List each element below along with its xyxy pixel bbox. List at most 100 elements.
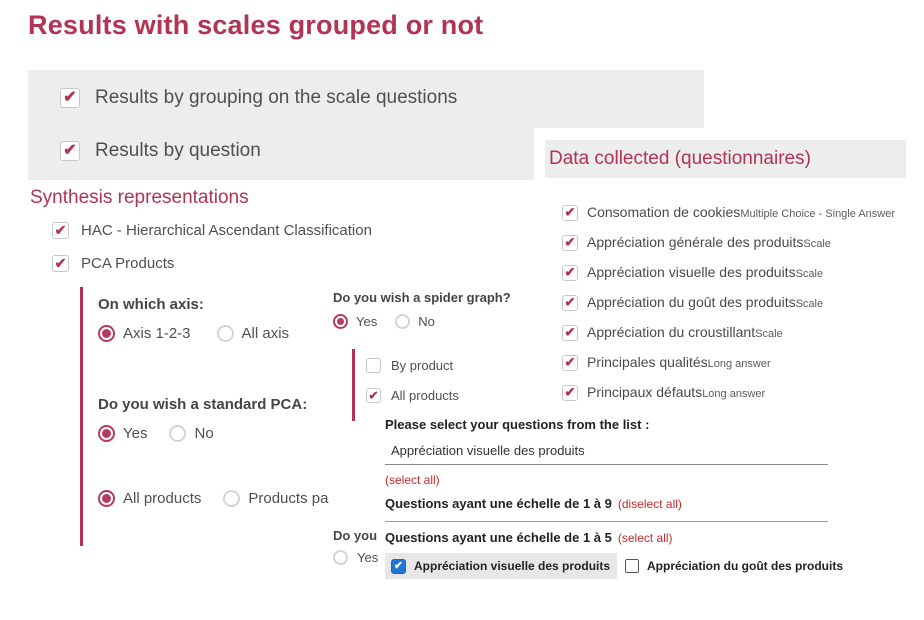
question-text: Appréciation du goût des produitsScale: [587, 294, 823, 312]
option-label: PCA Products: [81, 255, 175, 272]
group-divider: [385, 521, 828, 522]
question-type: Multiple Choice - Single Answer: [740, 208, 895, 220]
radio-products-panel[interactable]: Products pa: [223, 490, 328, 507]
top-options-panel: [28, 70, 704, 128]
radio-pca-no[interactable]: No: [169, 425, 214, 442]
radio-label: All axis: [241, 325, 290, 342]
radio-icon[interactable]: [98, 490, 115, 507]
checkbox-icon[interactable]: [562, 205, 578, 221]
select-all-link-2[interactable]: (select all): [617, 531, 673, 545]
spider-radio-group: Yes No: [333, 314, 435, 329]
checkbox-icon[interactable]: [562, 385, 578, 401]
question-type: Long answer: [702, 388, 766, 400]
question-list-item[interactable]: Principales qualitésLong answer: [562, 354, 771, 372]
question-text: Principales qualitésLong answer: [587, 354, 771, 372]
question-label: Appréciation du goût des produits: [587, 294, 796, 310]
radio-label: No: [194, 425, 214, 442]
top-options-panel-lower: [28, 128, 534, 180]
radio-pca-yes[interactable]: Yes: [98, 425, 147, 442]
radio-spider-yes[interactable]: Yes: [333, 314, 377, 329]
checkbox-icon[interactable]: [562, 295, 578, 311]
truncated-question: Do you w: [333, 528, 391, 543]
question-type: Scale: [755, 328, 783, 340]
radio-label: All products: [123, 490, 202, 507]
question-text: Consomation de cookiesMultiple Choice - …: [587, 204, 895, 222]
checkbox-icon[interactable]: [391, 558, 406, 574]
checkbox-icon[interactable]: [366, 358, 381, 373]
radio-icon[interactable]: [395, 314, 411, 329]
question-list-item[interactable]: Principaux défautsLong answer: [562, 384, 765, 402]
radio-label: Yes: [123, 425, 148, 442]
question-text: Appréciation visuelle des produitsScale: [587, 264, 823, 282]
radio-spider-no[interactable]: No: [395, 314, 435, 329]
radio-all-axis[interactable]: All axis: [216, 325, 290, 342]
question-list-item[interactable]: Appréciation visuelle des produitsScale: [562, 264, 823, 282]
option-results-by-question[interactable]: Results by question: [60, 140, 261, 162]
products-radio-group: All products Products pa: [98, 490, 328, 507]
question-type: Scale: [803, 238, 831, 250]
scale-group-1-5: Questions ayant une échelle de 1 à 5 (se…: [385, 530, 673, 545]
radio-label: Products pa: [248, 490, 329, 507]
radio-icon[interactable]: [98, 325, 115, 342]
question-list-item[interactable]: Consomation de cookiesMultiple Choice - …: [562, 204, 895, 222]
question-type: Long answer: [707, 358, 771, 370]
option-results-by-grouping[interactable]: Results by grouping on the scale questio…: [60, 87, 457, 109]
axis-radio-group: Axis 1-2-3 All axis: [98, 325, 289, 342]
data-collected-header: Data collected (questionnaires): [545, 140, 906, 178]
checkbox-icon[interactable]: [625, 559, 639, 573]
option-label: All products: [391, 388, 459, 403]
question-label: Principales qualités: [587, 354, 708, 370]
option-label: Results by question: [95, 140, 261, 161]
radio-all-products[interactable]: All products: [98, 490, 201, 507]
standard-pca-question: Do you wish a standard PCA:: [98, 396, 308, 413]
group-label: Questions ayant une échelle de 1 à 5: [385, 530, 612, 545]
checkbox-icon[interactable]: [562, 235, 578, 251]
question-select-input[interactable]: Appréciation visuelle des produits: [385, 437, 828, 464]
radio-label: Axis 1-2-3: [123, 325, 191, 342]
data-collected-heading: Data collected (questionnaires): [549, 148, 811, 169]
radio-icon[interactable]: [333, 314, 348, 329]
checkbox-icon[interactable]: [60, 141, 80, 161]
question-type: Scale: [795, 298, 824, 310]
radio-truncated-yes[interactable]: Yes: [333, 550, 378, 565]
question-text: Principaux défautsLong answer: [587, 384, 765, 402]
picker-option-gout[interactable]: Appréciation du goût des produits: [625, 553, 843, 579]
page-title: Results with scales grouped or not: [28, 10, 484, 40]
picker-option-label: Appréciation visuelle des produits: [414, 559, 611, 573]
radio-axis-123[interactable]: Axis 1-2-3: [98, 325, 191, 342]
picker-option-visuelle[interactable]: Appréciation visuelle des produits: [385, 553, 617, 579]
pca-section-divider: [80, 287, 83, 546]
radio-label: No: [418, 314, 435, 329]
option-all-products-spider[interactable]: All products: [366, 388, 459, 403]
checkbox-icon[interactable]: [562, 265, 578, 281]
question-list-item[interactable]: Appréciation générale des produitsScale: [562, 234, 831, 252]
question-text: Appréciation du croustillantScale: [587, 324, 783, 342]
question-list-item[interactable]: Appréciation du goût des produitsScale: [562, 294, 823, 312]
checkbox-icon[interactable]: [60, 88, 80, 108]
question-picker-panel: Please select your questions from the li…: [378, 411, 843, 586]
diselect-all-link[interactable]: (diselect all): [617, 497, 682, 511]
radio-icon[interactable]: [333, 550, 348, 565]
standard-pca-radio-group: Yes No: [98, 425, 214, 442]
radio-icon[interactable]: [98, 425, 115, 442]
option-label: HAC - Hierarchical Ascendant Classificat…: [81, 222, 372, 239]
question-type: Scale: [795, 268, 824, 280]
question-label: Appréciation générale des produits: [587, 234, 804, 250]
select-all-link[interactable]: (select all): [385, 473, 440, 487]
checkbox-icon[interactable]: [52, 255, 69, 272]
picker-prompt: Please select your questions from the li…: [385, 417, 650, 432]
option-hac[interactable]: HAC - Hierarchical Ascendant Classificat…: [52, 222, 372, 239]
checkbox-icon[interactable]: [52, 222, 69, 239]
radio-icon[interactable]: [216, 325, 234, 342]
option-pca-products[interactable]: PCA Products: [52, 255, 174, 272]
radio-icon[interactable]: [169, 425, 187, 442]
checkbox-icon[interactable]: [562, 355, 578, 371]
checkbox-icon[interactable]: [562, 325, 578, 341]
option-by-product[interactable]: By product: [366, 358, 453, 373]
radio-icon[interactable]: [223, 490, 241, 507]
question-list-item[interactable]: Appréciation du croustillantScale: [562, 324, 783, 342]
checkbox-icon[interactable]: [366, 388, 381, 403]
spider-section-divider: [352, 349, 355, 421]
synthesis-heading: Synthesis representations: [30, 187, 249, 208]
